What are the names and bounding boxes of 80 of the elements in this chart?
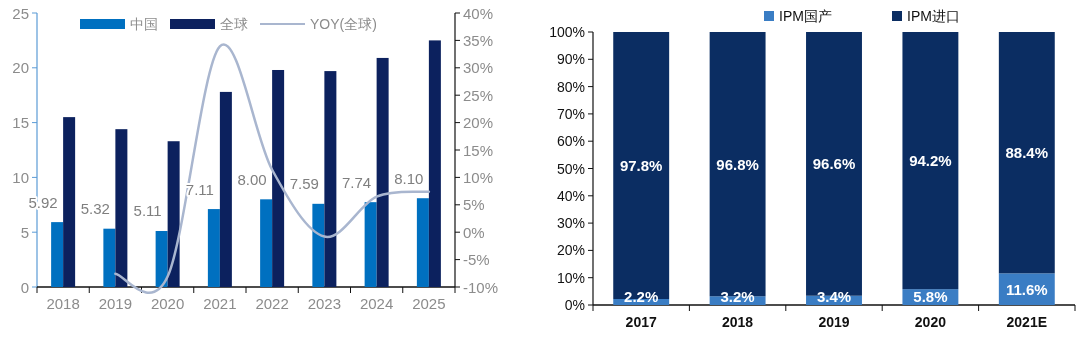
y2-tick-label: 15%	[463, 141, 494, 159]
data-label: 8.00	[237, 170, 267, 188]
x-tick-label: 2021E	[1006, 314, 1048, 330]
y-tick-label: 20%	[556, 242, 585, 259]
data-label: 5.11	[133, 202, 162, 220]
y-tick-label: 20	[12, 59, 29, 77]
bar	[155, 230, 168, 287]
x-tick-label: 2024	[359, 295, 394, 312]
y-tick-label: 70%	[556, 105, 585, 122]
bar	[63, 117, 76, 287]
data-label: 8.10	[394, 169, 424, 187]
legend-label: YOY(全球)	[310, 16, 377, 32]
data-label: 3.2%	[720, 287, 755, 305]
y-tick-label: 90%	[556, 51, 585, 68]
x-tick-label: 2021	[203, 295, 237, 312]
x-tick-label: 2020	[150, 295, 185, 312]
x-tick-label: 2018	[722, 314, 754, 330]
legend-label: IPM进口	[907, 8, 960, 24]
bar	[51, 222, 64, 287]
y2-tick-label: 10%	[463, 168, 494, 186]
y-tick-label: 25	[12, 4, 29, 22]
bar	[272, 69, 285, 287]
legend-label: 全球	[220, 16, 248, 32]
data-label: 94.2%	[909, 152, 952, 170]
x-tick-label: 2025	[412, 295, 446, 312]
data-label: 96.6%	[812, 155, 856, 173]
y-tick-label: 10%	[556, 269, 585, 286]
bar	[167, 141, 180, 287]
y-tick-label: 15	[12, 114, 29, 132]
y-tick-label: 0	[20, 278, 29, 296]
data-label: 5.32	[80, 200, 110, 218]
y2-tick-label: 25%	[463, 86, 494, 104]
x-tick-label: 2023	[307, 295, 342, 312]
y2-tick-label: 5%	[463, 196, 485, 214]
data-label: 97.8%	[619, 157, 663, 174]
x-tick-label: 2022	[255, 295, 289, 312]
legend-label: IPM国产	[779, 8, 832, 24]
legend-label: 中国	[130, 16, 158, 32]
y-tick-label: 50%	[556, 160, 585, 177]
y-tick-label: 40%	[556, 187, 585, 204]
y2-tick-label: 35%	[463, 31, 494, 49]
data-label: 7.74	[342, 173, 372, 191]
x-tick-label: 2020	[914, 314, 947, 330]
bar	[260, 199, 273, 287]
x-tick-label: 2017	[625, 314, 657, 330]
bar	[312, 203, 325, 287]
y2-tick-label: 0%	[463, 223, 485, 241]
data-label: 11.6%	[1005, 280, 1048, 298]
bar	[115, 129, 128, 287]
x-tick-label: 2018	[46, 295, 80, 312]
bar	[902, 32, 959, 290]
data-label: 96.8%	[716, 155, 759, 173]
y-tick-label: 0%	[564, 297, 585, 313]
y-tick-label: 10	[12, 168, 29, 186]
y-tick-label: 30%	[556, 215, 585, 232]
bar	[376, 57, 389, 287]
x-tick-label: 2019	[98, 295, 133, 312]
bar	[219, 91, 232, 287]
bar	[998, 32, 1055, 274]
x-tick-label: 2019	[818, 314, 850, 330]
y2-tick-label: -5%	[463, 251, 490, 269]
bar	[207, 209, 220, 287]
bar	[416, 198, 429, 287]
y-tick-label: 80%	[556, 78, 585, 95]
data-label: 3.4%	[816, 287, 852, 305]
bar	[364, 202, 377, 287]
y-tick-label: 100%	[549, 24, 585, 40]
y2-tick-label: 30%	[463, 59, 494, 77]
y-tick-label: 60%	[556, 133, 585, 150]
data-label: 7.59	[289, 175, 319, 193]
bar	[324, 71, 337, 287]
y-tick-label: 5	[20, 223, 29, 241]
data-label: 88.4%	[1005, 144, 1049, 162]
bar	[428, 40, 441, 287]
y2-tick-label: 20%	[463, 114, 494, 132]
y2-tick-label: 40%	[463, 4, 494, 22]
data-label: 5.8%	[913, 287, 948, 305]
bar	[103, 228, 116, 287]
data-label: 2.2%	[624, 287, 659, 305]
y2-tick-label: -10%	[463, 278, 499, 296]
